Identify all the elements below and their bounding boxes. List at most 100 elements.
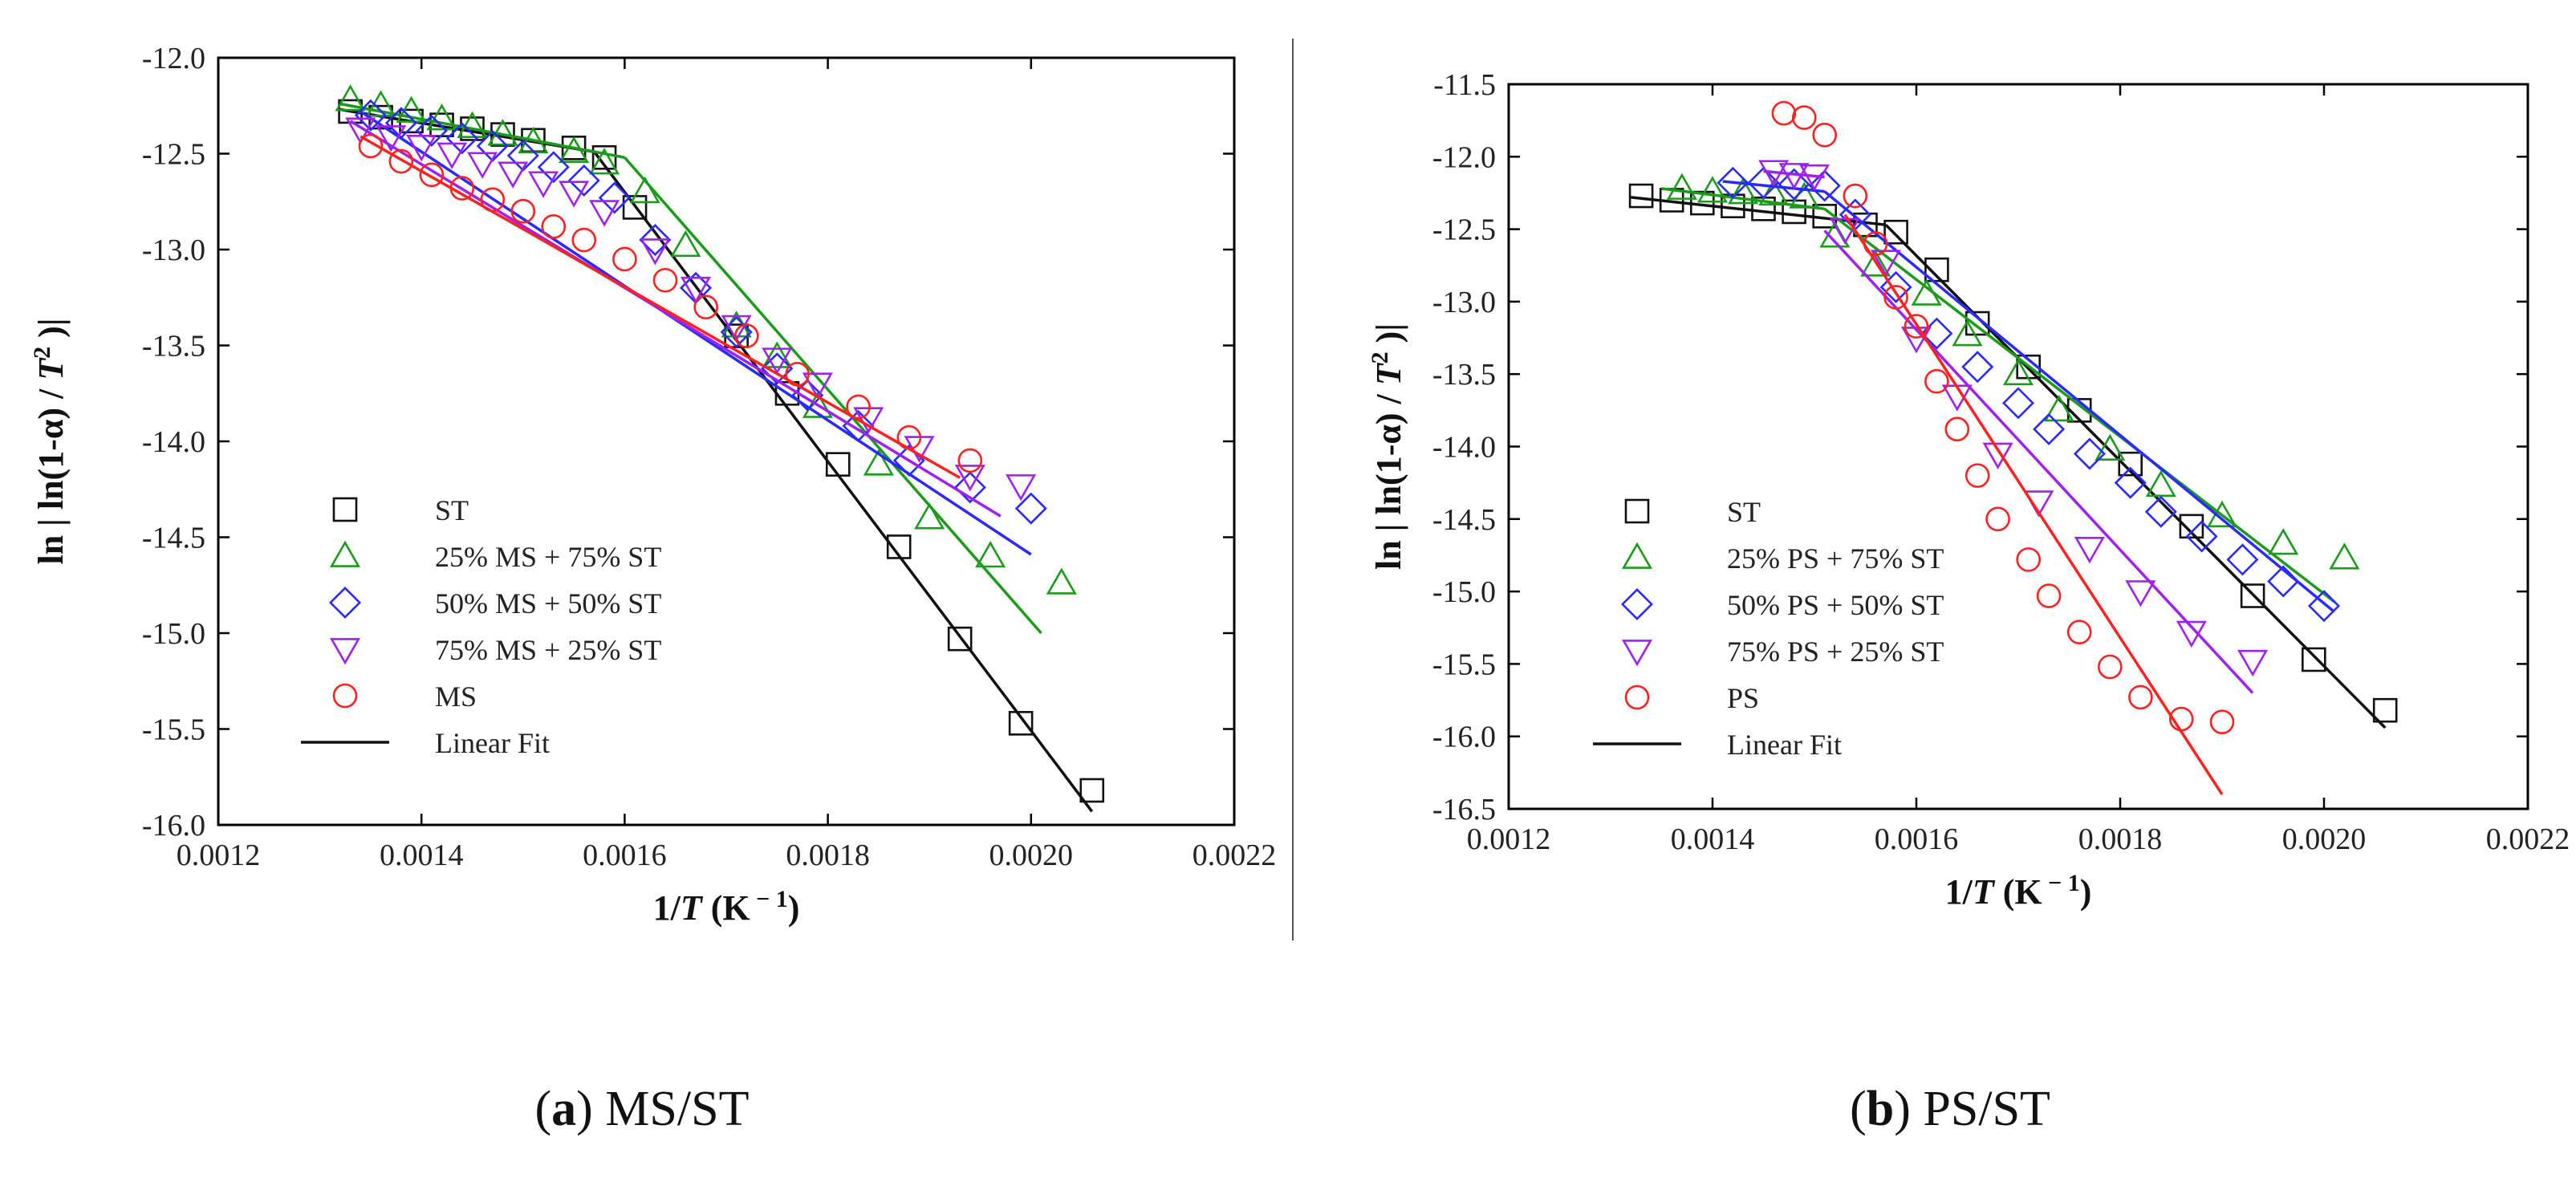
data-point (2033, 412, 2066, 445)
fit-line (1631, 196, 1887, 226)
series-75-ms-25-st (345, 117, 1037, 518)
x-tick-label: 0.0012 (177, 839, 261, 872)
data-point (589, 200, 620, 227)
data-point (460, 116, 485, 141)
data-point (1792, 105, 1817, 130)
data-point (457, 111, 488, 138)
data-point (2185, 520, 2218, 553)
series-ps (1771, 100, 2235, 795)
data-point (388, 148, 414, 174)
data-point (957, 448, 983, 473)
panel-a-ticks: 0.0012 0.0014 0.0016 0.0018 0.0020 0.0022 -12.… (142, 42, 1276, 872)
legend-label: ST (1727, 496, 1761, 528)
data-point (487, 119, 518, 146)
data-point (2128, 684, 2153, 710)
legend-marker (332, 497, 358, 522)
data-point (384, 107, 417, 140)
data-point (2036, 583, 2062, 608)
series-25-ms-75-st (335, 84, 1077, 635)
legend-label: 25% MS + 75% ST (435, 541, 661, 573)
data-point (2125, 580, 2156, 607)
data-point (1696, 176, 1729, 203)
data-point (2114, 466, 2147, 499)
data-point (1666, 173, 1697, 200)
data-point (863, 449, 894, 476)
data-point (2237, 649, 2269, 677)
data-point (680, 276, 712, 304)
legend-marker (329, 540, 361, 567)
data-point (406, 135, 437, 162)
x-tick-label: 0.0016 (1875, 823, 1959, 856)
legend-label: ST (435, 494, 469, 526)
panel-b-x-axis-title: 1/T (K − 1) (1945, 870, 2092, 912)
data-point (1830, 217, 1861, 246)
data-point (335, 84, 366, 112)
data-point (762, 347, 793, 375)
data-point (2226, 543, 2259, 576)
series-25-ps-75-st (1661, 173, 2360, 603)
data-point (2098, 654, 2123, 680)
legend-marker (1621, 542, 1653, 569)
data-point (2073, 437, 2106, 470)
y-tick-label: -16.0 (1432, 721, 1496, 754)
data-point (510, 198, 536, 224)
data-point (1965, 463, 1990, 488)
legend-label-linear-fit: Linear Fit (435, 727, 550, 759)
panel-a-y-axis-title: ln | ln(1-α) / T2 )| (29, 318, 71, 564)
y-tick-label: -14.5 (1432, 503, 1496, 537)
data-point (2144, 495, 2177, 528)
data-point (2302, 647, 2326, 672)
legend-label: 25% PS + 75% ST (1727, 542, 1944, 575)
data-point (1904, 314, 1929, 339)
x-tick-label: 0.0018 (2078, 823, 2163, 856)
legend-label: 50% PS + 50% ST (1727, 589, 1944, 621)
fit-line (1823, 190, 2335, 613)
data-point (345, 117, 376, 144)
data-point (2016, 547, 2041, 572)
x-tick-label: 0.0014 (380, 839, 464, 872)
y-tick-label: -13.5 (1432, 358, 1496, 392)
data-point (1860, 250, 1891, 277)
data-point (541, 214, 567, 239)
data-point (571, 227, 597, 253)
data-point (953, 471, 986, 504)
legend-marker (329, 638, 361, 665)
data-point (537, 151, 570, 184)
fit-line (624, 156, 1042, 635)
data-point (1006, 474, 1037, 502)
fit-line (1661, 187, 1825, 211)
data-point (846, 394, 871, 420)
data-point (734, 323, 759, 348)
y-tick-label: -15.5 (1432, 648, 1496, 681)
data-point (415, 114, 448, 147)
data-point (2372, 697, 2398, 723)
data-point (2002, 358, 2034, 386)
data-point (437, 142, 468, 169)
data-point (1046, 567, 1077, 595)
data-point (1952, 319, 1983, 347)
data-point (2209, 709, 2235, 734)
data-point (2329, 542, 2360, 570)
data-point (975, 540, 1006, 568)
legend-label: 75% PS + 25% ST (1727, 636, 1944, 668)
panel-a-legend: ST 25% MS + 75% ST 50% MS + 50% ST 75% MS +… (301, 494, 661, 759)
y-tick-label: -12.5 (142, 138, 205, 172)
panel-a-caption: (a) MS/ST (534, 1082, 749, 1136)
data-point (1961, 351, 1994, 384)
data-point (445, 122, 478, 155)
legend-label: 50% MS + 50% ST (435, 587, 661, 619)
series-st (1628, 183, 2398, 729)
data-point (1721, 193, 1745, 219)
data-point (2074, 537, 2105, 564)
data-point (498, 161, 529, 189)
legend-marker (332, 683, 358, 709)
data-point (791, 379, 824, 412)
data-point (954, 465, 985, 492)
data-point (720, 315, 753, 348)
legend-marker (1624, 498, 1650, 524)
y-tick-label: -15.5 (142, 713, 205, 747)
data-point (1079, 778, 1105, 803)
data-point (396, 95, 427, 123)
legend-marker (328, 586, 362, 619)
data-point (2001, 387, 2035, 420)
